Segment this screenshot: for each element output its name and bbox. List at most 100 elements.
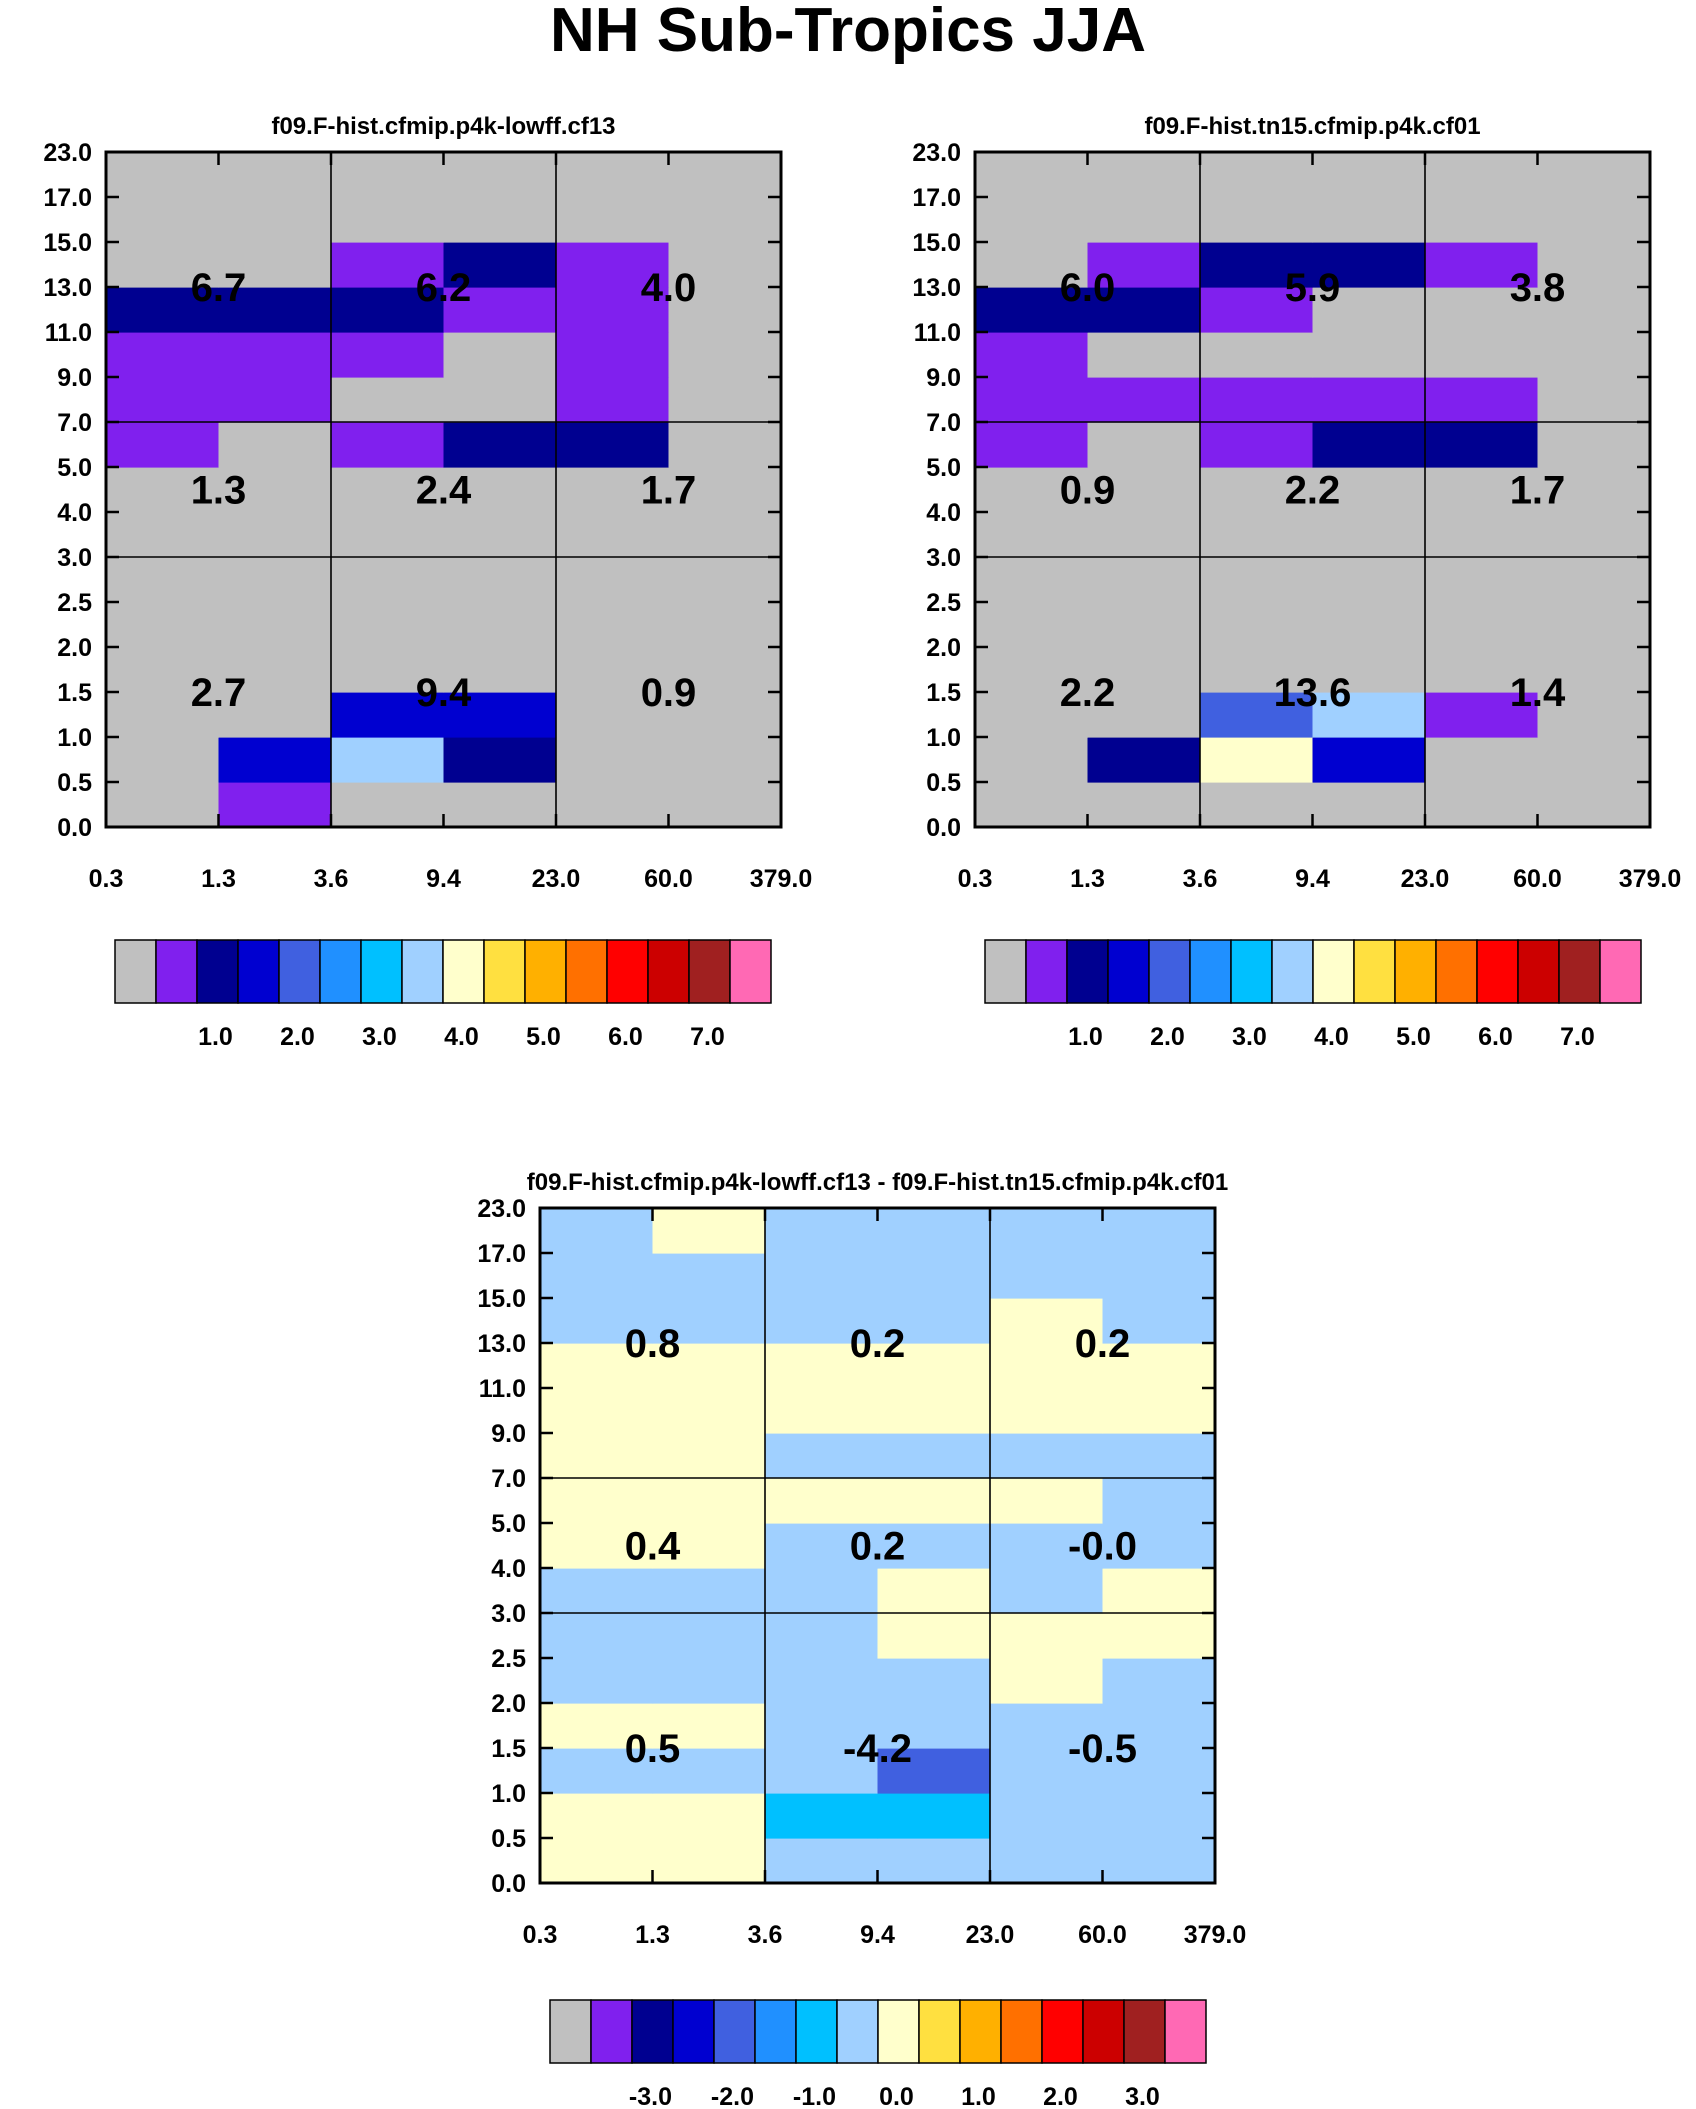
y-tick-label: 4.0 xyxy=(57,499,92,527)
heatmap-cell xyxy=(975,602,1089,648)
colorbar: 1.0 2.0 3.0 4.0 5.0 6.0 7.0 xyxy=(114,939,772,1051)
colorbar-swatch xyxy=(1066,939,1109,1004)
heatmap-cell xyxy=(331,602,445,648)
heatmap-cell xyxy=(443,332,557,378)
y-tick-label: 9.0 xyxy=(491,1420,526,1448)
colorbar-label: 1.0 xyxy=(1068,1023,1103,1051)
colorbar-swatch xyxy=(1230,939,1273,1004)
heatmap-cell xyxy=(765,1748,879,1794)
heatmap-cell xyxy=(443,737,557,783)
heatmap-cell xyxy=(1102,1748,1216,1794)
heatmap-cell xyxy=(1087,737,1201,783)
heatmap-cell xyxy=(990,1433,1104,1479)
heatmap-cell xyxy=(1102,1433,1216,1479)
heatmap-cell xyxy=(106,602,220,648)
y-tick-label: 23.0 xyxy=(43,139,92,167)
heatmap-cell xyxy=(668,152,782,198)
heatmap-cell xyxy=(990,1838,1104,1884)
heatmap-cell xyxy=(1312,737,1426,783)
y-tick-label: 15.0 xyxy=(477,1285,526,1313)
heatmap-cell xyxy=(1102,1253,1216,1299)
x-tick-label: 9.4 xyxy=(1295,865,1330,893)
y-tick-label: 0.0 xyxy=(926,814,961,842)
x-tick-label: 23.0 xyxy=(966,1921,1015,1949)
heatmap-cell xyxy=(1537,332,1651,378)
heatmap-cell xyxy=(1200,332,1314,378)
heatmap-cell xyxy=(540,1298,654,1344)
heatmap-cell xyxy=(1425,647,1539,693)
y-tick-label: 1.5 xyxy=(926,679,961,707)
heatmap-cell xyxy=(652,1253,766,1299)
heatmap-cell xyxy=(1102,1523,1216,1569)
heatmap-cell xyxy=(443,287,557,333)
heatmap-cell xyxy=(556,422,670,468)
heatmap-cell xyxy=(443,242,557,288)
cell-value-label: 6.2 xyxy=(416,266,472,310)
heatmap-cell xyxy=(765,1523,879,1569)
heatmap-cell xyxy=(331,197,445,243)
heatmap-cell xyxy=(668,512,782,558)
heatmap-cell xyxy=(1102,1613,1216,1659)
colorbar-swatch xyxy=(1312,939,1355,1004)
cell-value-label: 0.2 xyxy=(850,1525,906,1569)
heatmap-cell xyxy=(556,782,670,828)
y-tick-label: 17.0 xyxy=(912,184,961,212)
colorbar-label: 6.0 xyxy=(1478,1023,1513,1051)
heatmap-cell xyxy=(556,332,670,378)
colorbar-swatch xyxy=(483,939,526,1004)
colorbar-swatch xyxy=(1271,939,1314,1004)
heatmap-cell xyxy=(1102,1298,1216,1344)
colorbar-label: 6.0 xyxy=(608,1023,643,1051)
colorbar-swatch xyxy=(1517,939,1560,1004)
heatmap-cell xyxy=(1200,422,1314,468)
heatmap-cell xyxy=(1312,197,1426,243)
heatmap-cell xyxy=(1537,467,1651,513)
heatmap-cell xyxy=(1312,377,1426,423)
heatmap-cell xyxy=(877,1253,991,1299)
heatmap-cell xyxy=(652,1658,766,1704)
y-tick-label: 1.0 xyxy=(926,724,961,752)
y-tick-label: 9.0 xyxy=(926,364,961,392)
heatmap-cell xyxy=(1102,1478,1216,1524)
heatmap-cell xyxy=(443,422,557,468)
heatmap-cell xyxy=(1537,737,1651,783)
colorbar-swatch xyxy=(877,1999,920,2064)
heatmap-cell xyxy=(1425,467,1539,513)
y-tick-label: 1.0 xyxy=(491,1780,526,1808)
y-tick-label: 2.0 xyxy=(926,634,961,662)
heatmap-cell xyxy=(1537,782,1651,828)
heatmap-cell xyxy=(1087,557,1201,603)
heatmap-cell xyxy=(443,602,557,648)
x-tick-label: 379.0 xyxy=(1184,1921,1247,1949)
y-tick-label: 2.5 xyxy=(491,1645,526,1673)
heatmap-cell xyxy=(1425,242,1539,288)
heatmap-cell xyxy=(668,737,782,783)
colorbar-swatch xyxy=(1435,939,1478,1004)
y-tick-label: 3.0 xyxy=(57,544,92,572)
heatmap-cell xyxy=(540,1388,654,1434)
cell-value-label: 0.2 xyxy=(850,1322,906,1366)
heatmap-cell xyxy=(765,1388,879,1434)
heatmap-cell xyxy=(1200,242,1314,288)
heatmap-cell xyxy=(877,1388,991,1434)
colorbar-label: 3.0 xyxy=(1232,1023,1267,1051)
panel-title: f09.F-hist.tn15.cfmip.p4k.cf01 xyxy=(1144,113,1480,140)
heatmap-cell xyxy=(540,1658,654,1704)
colorbar-swatch xyxy=(1353,939,1396,1004)
heatmap-cell xyxy=(1087,197,1201,243)
heatmap-cell xyxy=(652,1703,766,1749)
heatmap-cell xyxy=(106,242,220,288)
heatmap-cell xyxy=(1200,197,1314,243)
heatmap-cell xyxy=(765,1703,879,1749)
heatmap-cell xyxy=(1087,377,1201,423)
heatmap-cell xyxy=(331,557,445,603)
heatmap-cell xyxy=(443,152,557,198)
heatmap-cell xyxy=(1425,422,1539,468)
heatmap-cell xyxy=(540,1253,654,1299)
panel-1: f09.F-hist.cfmip.p4k-lowff.cf13 0.0 0.5 1.0… xyxy=(43,113,812,1051)
heatmap-cell xyxy=(1425,377,1539,423)
heatmap-cell xyxy=(1312,332,1426,378)
heatmap-cell xyxy=(1087,332,1201,378)
heatmap-cell xyxy=(877,1298,991,1344)
x-tick-label: 9.4 xyxy=(860,1921,895,1949)
